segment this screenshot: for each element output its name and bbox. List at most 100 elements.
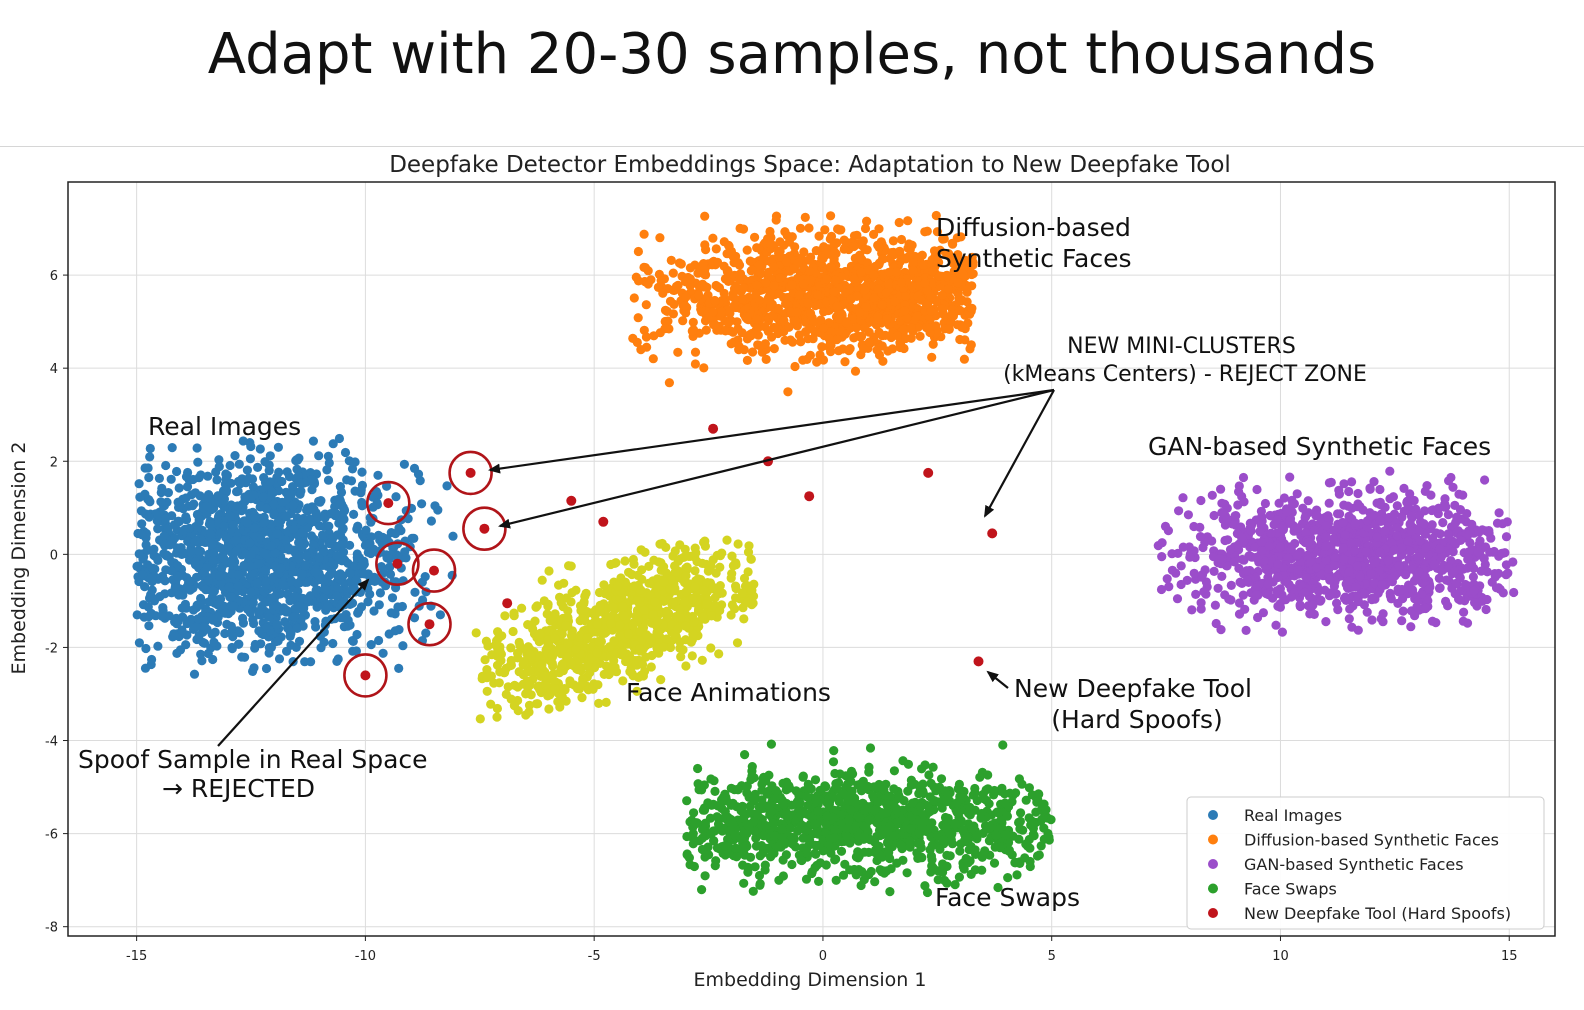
point-series-0: [324, 458, 334, 468]
point-series-2: [1463, 554, 1473, 564]
point-series-2: [1353, 625, 1363, 635]
point-series-0: [174, 590, 184, 600]
point-series-1: [860, 223, 871, 234]
point-series-2: [1438, 518, 1448, 528]
point-series-1: [641, 332, 652, 342]
point-series-0: [181, 493, 191, 503]
point-series-3: [764, 770, 774, 780]
point-series-0: [247, 568, 257, 578]
point-series-2: [1458, 616, 1468, 626]
point-series-3: [854, 850, 864, 861]
point-series-1: [767, 332, 777, 342]
point-series-2: [1157, 552, 1167, 562]
point-series-1: [841, 318, 852, 328]
point-series-0: [336, 570, 346, 581]
point-series-1: [883, 279, 894, 289]
point-series-0: [231, 535, 241, 545]
point-series-1: [938, 234, 948, 244]
point-series-3: [970, 865, 981, 875]
point-series-0: [272, 620, 282, 630]
point-series-1: [697, 307, 707, 317]
point-series-1: [761, 354, 771, 364]
point-series-0: [301, 477, 312, 487]
point-series-1: [826, 231, 837, 241]
point-series-0: [144, 512, 154, 522]
point-series-1: [851, 323, 861, 333]
point-series-0: [155, 592, 165, 602]
point-series-2: [1325, 575, 1335, 585]
point-series-1: [861, 302, 871, 312]
point-series-1: [655, 328, 665, 338]
point-series-2: [1273, 559, 1283, 569]
point-series-1: [641, 300, 651, 310]
point-series-0: [210, 627, 220, 637]
point-series-3: [739, 878, 749, 888]
point-series-1: [954, 306, 965, 316]
point-series-0: [172, 466, 182, 477]
point-series-3: [942, 850, 952, 860]
point-series-0: [266, 541, 276, 551]
point-series-0: [324, 570, 335, 580]
point-series-0: [209, 637, 219, 647]
point-series-2: [1238, 472, 1249, 483]
point-series-3: [950, 818, 960, 829]
point-series-1: [962, 287, 972, 297]
point-series-1: [738, 224, 749, 234]
point-series-2: [1332, 598, 1342, 608]
point-series-2: [1350, 518, 1360, 528]
point-series-0: [385, 562, 395, 572]
point-series-2: [1285, 472, 1295, 482]
point-series-1: [888, 344, 898, 354]
point-series-1: [840, 357, 850, 367]
point-series-1: [832, 335, 842, 345]
point-series-0: [232, 546, 242, 556]
point-series-0: [248, 598, 258, 608]
point-series-0: [186, 576, 196, 586]
point-series-2: [1257, 537, 1267, 547]
point-series-0: [324, 521, 334, 531]
point-series-0: [176, 543, 186, 553]
point-series-1: [944, 324, 954, 334]
point-series-2: [1167, 565, 1177, 575]
point-series-1: [805, 266, 815, 276]
point-series-0: [309, 504, 319, 514]
point-series-0: [255, 444, 265, 454]
point-series-3: [699, 805, 710, 815]
point-series-1: [721, 274, 731, 284]
point-series-3: [885, 887, 895, 897]
point-series-2: [1286, 592, 1296, 602]
point-series-1: [858, 236, 868, 246]
point-series-1: [960, 255, 971, 265]
point-series-0: [144, 472, 154, 483]
point-series-2: [1174, 506, 1184, 516]
point-series-0: [260, 565, 270, 575]
point-series-0: [357, 560, 367, 570]
point-series-0: [374, 635, 384, 646]
point-series-0: [265, 451, 275, 461]
point-series-1: [779, 316, 789, 326]
point-series-2: [1187, 605, 1197, 615]
point-series-0: [418, 595, 428, 605]
point-series-3: [798, 772, 808, 782]
point-series-1: [928, 266, 938, 276]
point-series-3: [975, 772, 985, 782]
point-series-2: [1310, 525, 1320, 535]
point-series-0: [203, 576, 214, 586]
point-series-0: [242, 518, 252, 528]
point-series-2: [1286, 544, 1296, 554]
point-series-2: [1350, 545, 1360, 555]
point-series-0: [390, 529, 401, 539]
point-series-0: [189, 499, 199, 509]
point-series-0: [190, 557, 201, 567]
point-series-0: [273, 601, 283, 611]
point-series-2: [1261, 589, 1271, 599]
point-series-3: [747, 762, 757, 772]
point-series-1: [841, 288, 851, 298]
point-series-1: [887, 248, 897, 258]
point-series-2: [1434, 573, 1444, 583]
point-series-0: [294, 478, 304, 488]
point-series-0: [230, 451, 240, 461]
scatter-points: [132, 210, 1519, 898]
point-series-0: [292, 578, 303, 588]
point-series-1: [680, 301, 690, 311]
